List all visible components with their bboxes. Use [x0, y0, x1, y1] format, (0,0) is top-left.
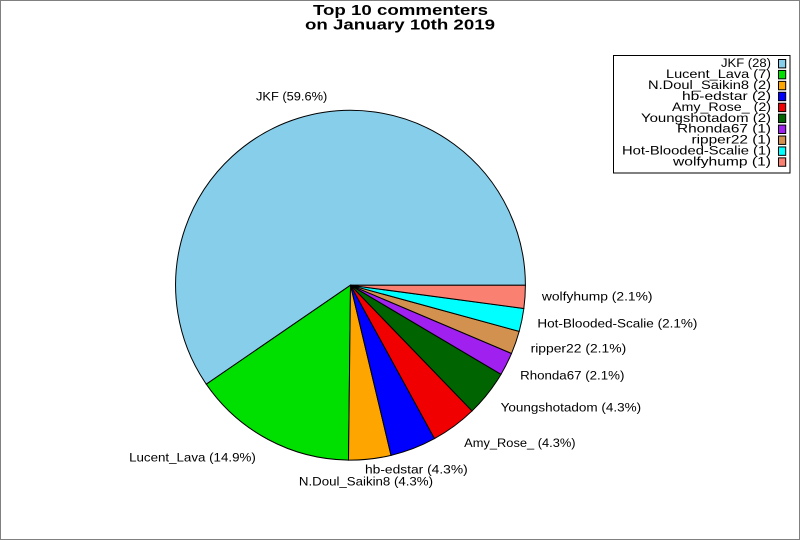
- svg-text:Rhonda67 (1): Rhonda67 (1): [677, 122, 771, 136]
- svg-text:hb-edstar (2): hb-edstar (2): [682, 89, 771, 103]
- svg-text:Youngshotadom (4.3%): Youngshotadom (4.3%): [501, 401, 641, 415]
- svg-text:Amy_Rose_ (4.3%): Amy_Rose_ (4.3%): [464, 436, 575, 450]
- svg-text:N.Doul_Saikin8 (4.3%): N.Doul_Saikin8 (4.3%): [299, 474, 433, 488]
- svg-text:wolfyhump (2.1%): wolfyhump (2.1%): [541, 290, 653, 304]
- svg-text:on January 10th 2019: on January 10th 2019: [305, 18, 495, 34]
- svg-text:hb-edstar (4.3%): hb-edstar (4.3%): [365, 462, 468, 476]
- svg-text:Amy_Rose_ (2): Amy_Rose_ (2): [672, 100, 771, 114]
- svg-text:Youngshotadom (2): Youngshotadom (2): [641, 111, 771, 125]
- svg-text:N.Doul_Saikin8 (2): N.Doul_Saikin8 (2): [648, 78, 771, 92]
- svg-text:Rhonda67 (2.1%): Rhonda67 (2.1%): [520, 368, 624, 382]
- svg-text:JKF (59.6%): JKF (59.6%): [256, 89, 327, 103]
- svg-text:JKF (28): JKF (28): [721, 56, 771, 70]
- svg-text:Lucent_Lava (7): Lucent_Lava (7): [666, 67, 771, 81]
- svg-text:Lucent_Lava (14.9%): Lucent_Lava (14.9%): [129, 451, 256, 465]
- svg-text:Hot-Blooded-Scalie (2.1%): Hot-Blooded-Scalie (2.1%): [537, 316, 697, 330]
- svg-text:ripper22 (2.1%): ripper22 (2.1%): [531, 341, 627, 355]
- svg-text:ripper22 (1): ripper22 (1): [692, 133, 772, 147]
- svg-text:Hot-Blooded-Scalie (1): Hot-Blooded-Scalie (1): [622, 144, 771, 158]
- svg-text:wolfyhump (1): wolfyhump (1): [672, 154, 771, 168]
- svg-text:Top 10 commenters: Top 10 commenters: [313, 3, 488, 19]
